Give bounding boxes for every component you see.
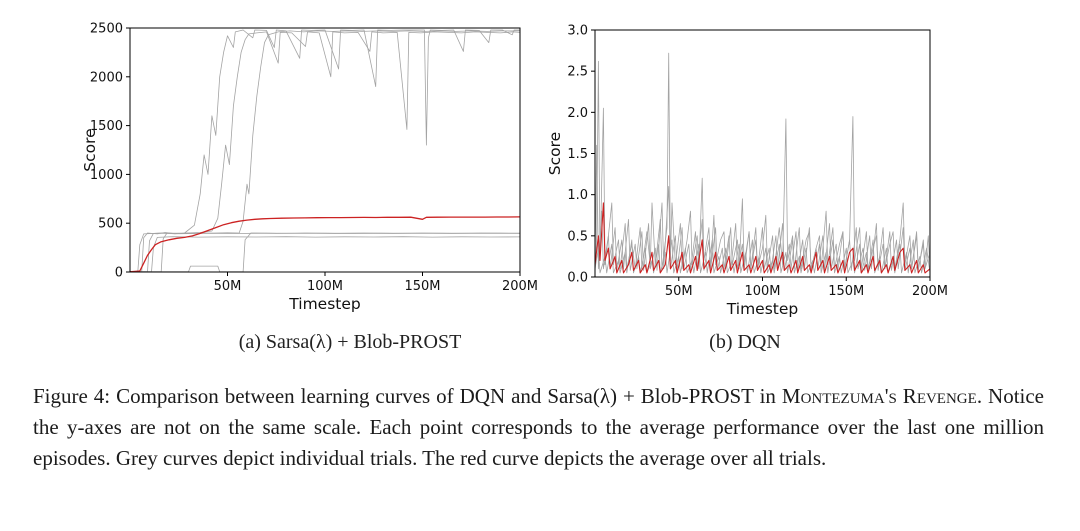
svg-text:2.0: 2.0: [567, 106, 588, 121]
subcaption-b: (b) DQN: [709, 331, 781, 353]
svg-text:200M: 200M: [502, 279, 538, 294]
figure-caption: Figure 4: Comparison between learning cu…: [33, 381, 1044, 474]
svg-text:150M: 150M: [828, 284, 864, 299]
svg-text:0.5: 0.5: [567, 229, 588, 244]
svg-text:50M: 50M: [665, 284, 693, 299]
svg-text:0: 0: [115, 266, 123, 281]
svg-text:50M: 50M: [214, 279, 242, 294]
svg-text:Timestep: Timestep: [726, 300, 798, 318]
svg-text:2.5: 2.5: [567, 65, 588, 80]
svg-text:150M: 150M: [404, 279, 440, 294]
subcaption-a: (a) Sarsa(λ) + Blob-PROST: [238, 331, 462, 353]
caption-text-after: . Notice the y-axes are not on the same …: [33, 384, 1045, 470]
chart-sarsa-blob-prost: 0 500 1000 1500 2000 2500 50M 100M 150M 200M Times…: [81, 22, 538, 314]
caption-label: Figure 4:: [33, 384, 111, 408]
svg-text:2500: 2500: [90, 22, 123, 37]
svg-text:Timestep: Timestep: [288, 295, 360, 313]
svg-text:1500: 1500: [90, 119, 123, 134]
svg-text:1.0: 1.0: [567, 188, 588, 203]
svg-text:1000: 1000: [90, 168, 123, 183]
svg-text:1.5: 1.5: [567, 147, 588, 162]
svg-text:2000: 2000: [90, 70, 123, 85]
caption-text-before: Comparison between learning curves of DQ…: [116, 384, 776, 408]
svg-text:200M: 200M: [912, 284, 948, 299]
chart-dqn: 0.0 0.5 1.0 1.5 2.0 2.5 3.0 50M 100M 150M 200M Time…: [546, 24, 948, 319]
svg-text:100M: 100M: [744, 284, 780, 299]
caption-smallcaps-game-name: Montezuma's Revenge: [781, 384, 977, 408]
svg-text:500: 500: [98, 217, 123, 232]
svg-text:0.0: 0.0: [567, 271, 588, 286]
svg-text:Score: Score: [81, 128, 99, 171]
svg-text:3.0: 3.0: [567, 24, 588, 39]
svg-text:Score: Score: [546, 132, 564, 175]
svg-text:100M: 100M: [307, 279, 343, 294]
